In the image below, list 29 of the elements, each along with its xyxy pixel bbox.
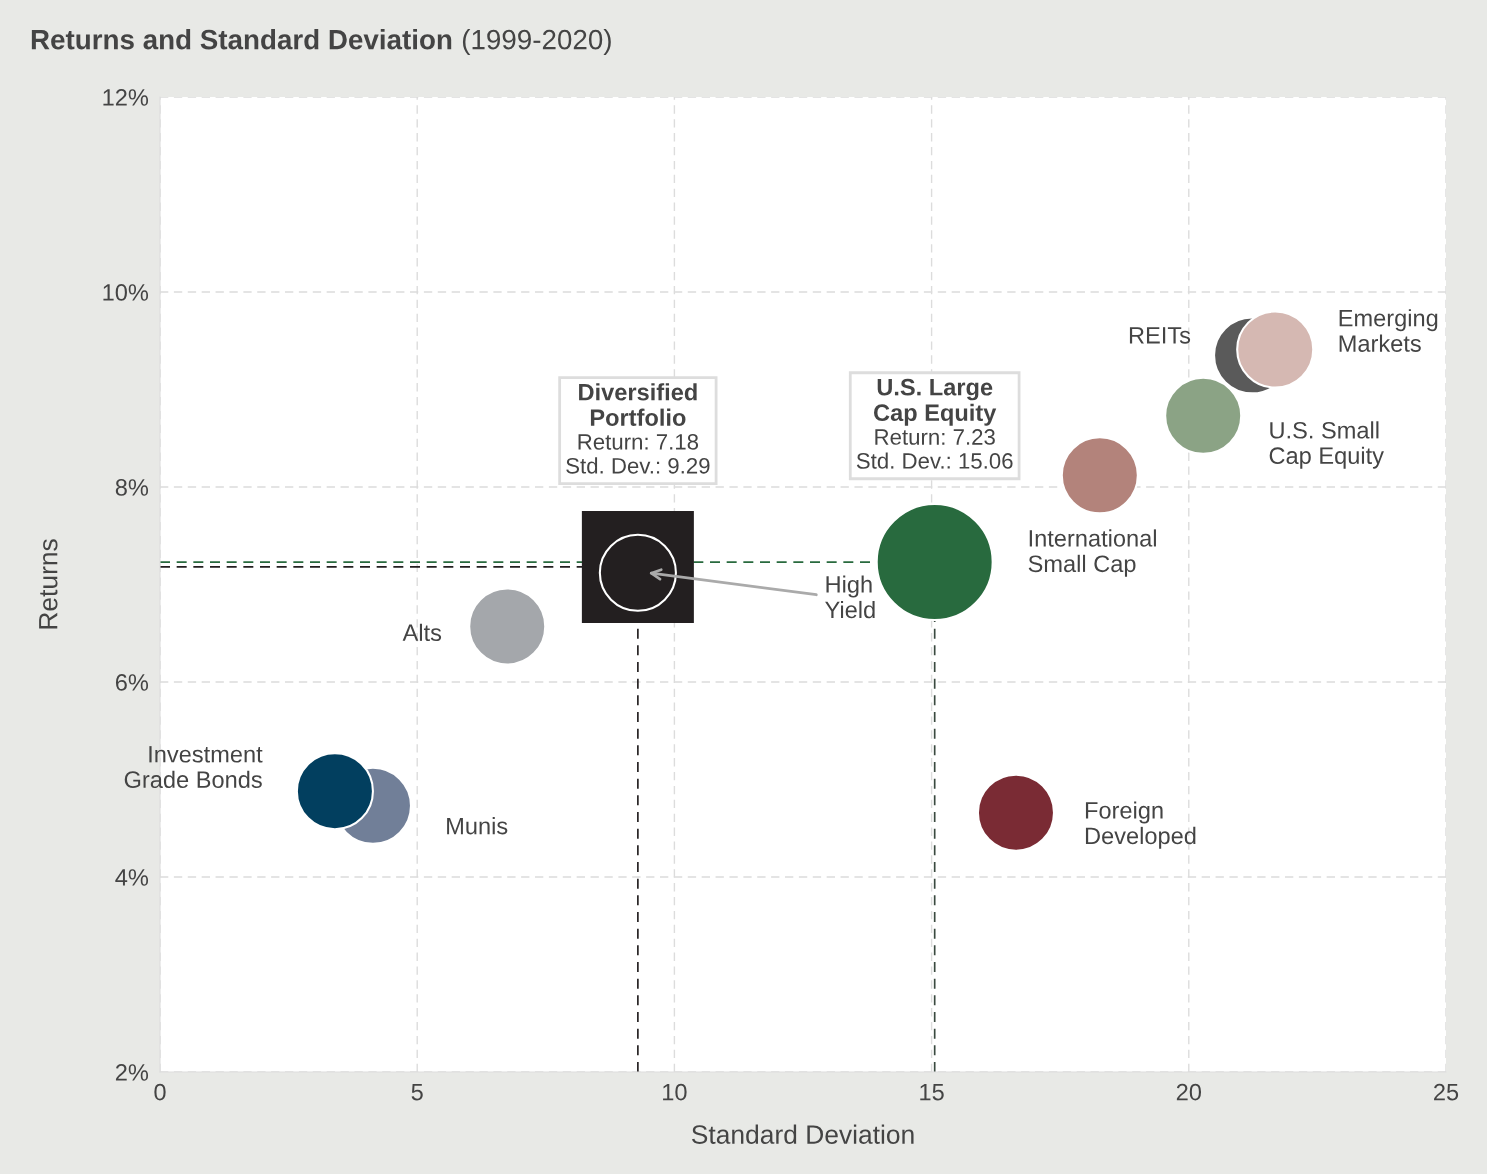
- y-tick-label: 8%: [115, 479, 149, 496]
- text: High Yield: [825, 575, 875, 619]
- x-axis-title: Standard Deviation: [691, 1124, 914, 1144]
- chart-subtitle: (1999-2020): [462, 29, 611, 55]
- series-label: Alts: [402, 623, 442, 642]
- annotation: Return: 7.18 Std. Dev.: 9.29: [566, 434, 710, 474]
- series-label: U.S. Small Cap Equity: [1269, 421, 1384, 469]
- y-tick-label: 10%: [103, 284, 149, 301]
- series-label: Investment Grade Bonds: [124, 746, 263, 789]
- y-tick-label: 12%: [103, 89, 149, 106]
- x-tick-label: 20: [1176, 1083, 1202, 1101]
- annotation: U.S. Large Cap Equity: [874, 378, 997, 426]
- x-tick-label: 0: [154, 1083, 166, 1101]
- y-axis-title: Returns: [39, 539, 58, 629]
- series-label: International Small Cap: [1028, 529, 1156, 577]
- annotation: Return: 7.23 Std. Dev.: 15.06: [856, 429, 1013, 469]
- series-label: Foreign Developed: [1085, 801, 1196, 849]
- y-tick-label: 4%: [115, 869, 149, 886]
- annotation: Diversified Portfolio: [579, 383, 697, 426]
- series-label: Munis: [447, 817, 508, 835]
- series-label: REITs: [1129, 327, 1191, 344]
- x-tick-label: 25: [1434, 1083, 1459, 1101]
- y-tick-label: 6%: [115, 674, 149, 691]
- x-tick-label: 10: [663, 1083, 687, 1101]
- chart-title: Returns and Standard Deviation: [31, 29, 452, 50]
- y-tick-label: 2%: [115, 1064, 149, 1081]
- series-label: Emerging Markets: [1339, 309, 1438, 352]
- x-tick-label: 5: [411, 1083, 423, 1101]
- x-tick-label: 15: [920, 1083, 944, 1101]
